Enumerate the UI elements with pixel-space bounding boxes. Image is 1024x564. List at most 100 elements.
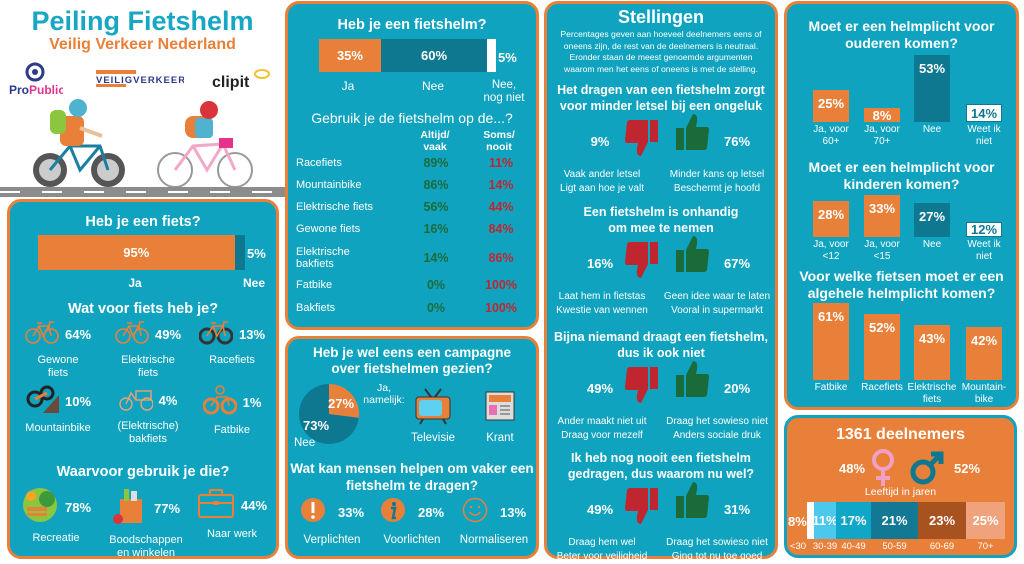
obligation-bar: 33% [864,195,900,237]
bike-type-item: 10% Mountainbike [14,385,102,435]
obligation-bar: 25% [813,90,849,122]
obligation-question-title: Moet er een helmplicht voor kinderen kom… [808,159,995,192]
helmet-not-yet-segment [487,39,496,72]
bike-yes-label: Ja [128,276,142,290]
agree-reasons: Draag het sowieso niet Anders sociale dr… [666,416,768,441]
statement-text: Bijna niemand draagt een fietshelm, dus … [554,330,768,360]
helmet-not-yet-pct: 5% [498,50,517,65]
obligation-bar: 53% [914,55,950,122]
statement-text: Een fietshelm is onhandig om mee te neme… [583,205,739,235]
row-bike-type: Fatbike [296,279,333,291]
row-sometimes-pct: 84% [488,222,514,236]
helmet-obligation-panel: Moet er een helmplicht voor ouderen kome… [784,1,1019,410]
svg-text:VEILIGVERKEER: VEILIGVERKEER [96,75,184,86]
pie-slice-nee [299,384,359,444]
helmet-ownership-panel: Heb je een fietshelm? 35% 60% 5% Ja Nee N… [285,1,539,330]
female-cyclist-illustration [155,98,255,190]
age-label: 70+ [977,541,994,552]
bike-type-label: Fatbike [213,424,251,436]
statement-text: Ik heb nog nooit een fietshelm gedragen,… [567,451,755,481]
disagree-pct: 49% [586,502,614,517]
obligation-question-title: Voor welke fietsen moet er een algehele … [799,268,1004,301]
thumbs-down-icon [625,240,659,285]
help-option-item: 28% Voorlichten [372,497,452,547]
pie-ja-label: Ja, namelijk: [363,382,405,406]
helmet-yes-segment: 35% [319,39,381,72]
participants-count: 1361 deelnemers [836,426,965,443]
park-bench-icon [21,487,59,528]
obligation-bar-label: Elektrische fiets [907,382,957,405]
bike-type-pct: 64% [64,327,92,342]
obligation-bar: 8% [864,108,900,123]
racing-bike-icon [198,319,234,350]
bike-type-row: 4% [104,385,192,416]
thumbs-up-icon [675,112,709,157]
obligation-bar: 61% [813,303,849,380]
thumbs-down-icon [625,118,659,163]
bike-use-row: 44% [188,487,276,524]
bike-type-item: 4% (Elektrische) bakfiets [104,385,192,446]
helmet-no-label: Nee [421,79,444,93]
row-sometimes-pct: 86% [488,251,514,265]
obligation-bar-label: Ja, voor 70+ [864,124,900,147]
row-sometimes-pct: 14% [488,178,514,192]
row-always-pct: 14% [423,251,449,265]
campaign-panel: Heb je wel eens een campagne over fietsh… [285,336,539,559]
bike-use-item: 44% Naar werk [188,487,276,541]
bike-use-label: Recreatie [32,532,80,544]
row-bike-type: Elektrische bakfiets [296,246,350,270]
help-option-item: 33% Verplichten [292,497,372,547]
statement-block: Het dragen van een fietshelm zorgt voor … [547,82,775,194]
bike-no-label: Nee [243,276,266,290]
obligation-bar-label: Ja, voor <12 [813,239,849,262]
obligation-bar-label: Racefiets [861,382,903,393]
agree-reasons: Minder kans op letsel Beschermt je hoofd [669,169,765,194]
obligation-bar: 28% [813,201,849,237]
bike-use-pct: 44% [240,498,268,513]
bicycle-icon [25,319,59,350]
statements-title: Stellingen [617,7,704,27]
newspaper-icon [483,389,517,423]
age-segment: 23% [918,502,966,539]
row-always-pct: 16% [423,222,449,236]
bike-use-title: Waarvoor gebruik je die? [56,464,230,480]
row-always-pct: 0% [426,301,446,315]
pie-nee-pct: 73% [303,418,330,433]
bike-type-label: Gewone fiets [37,354,79,379]
male-pct: 52% [954,461,981,476]
age-segment [807,502,814,539]
col-header-sometimes: Soms/ nooit [483,129,515,153]
age-label: <30 [789,541,807,552]
svg-text:ProPublic: ProPublic [9,83,63,97]
participants-panel: 1361 deelnemers 48% 52% Leeftijd in jare… [784,415,1017,558]
age-segment: 21% [871,502,918,539]
helmet-not-yet-label: Nee, nog niet [483,79,525,104]
thumbs-down-icon [625,365,659,410]
bike-ownership-bar: 95% [38,235,245,270]
bike-type-item: 49% Elektrische fiets [104,319,192,380]
thumbs-down-icon [625,486,659,531]
bike-type-pct: 13% [238,327,266,342]
disagree-reasons: Ander maakt niet uit Draag voor mezelf [557,416,647,441]
thumbs-up-icon [675,480,709,525]
pie-slice-ja [329,384,359,418]
campaign-pie-chart [299,384,359,444]
road-illustration [0,187,285,197]
bike-type-label: Elektrische fiets [121,354,175,379]
agree-pct: 67% [723,256,751,271]
bike-type-row: 1% [188,385,276,420]
campaign-question-title: Heb je wel eens een campagne over fietsh… [312,345,512,376]
female-symbol-icon [871,448,895,488]
age-under30-pct: 8% [788,514,807,529]
help-option-label: Voorlichten [383,534,441,546]
bike-yes-segment: 95% [38,235,235,270]
help-option-label: Verplichten [303,534,361,546]
statement-text: Het dragen van een fietshelm zorgt voor … [557,83,765,113]
page-subtitle: Veilig Verkeer Nederland [49,36,236,53]
disagree-reasons: Vaak ander letsel Ligt aan hoe je valt [560,169,644,194]
bike-type-row: 49% [104,319,192,350]
bike-no-pct: 5% [247,246,266,261]
row-always-pct: 0% [426,278,446,292]
age-label: 40-49 [841,541,866,552]
bike-type-pct: 10% [64,394,92,409]
